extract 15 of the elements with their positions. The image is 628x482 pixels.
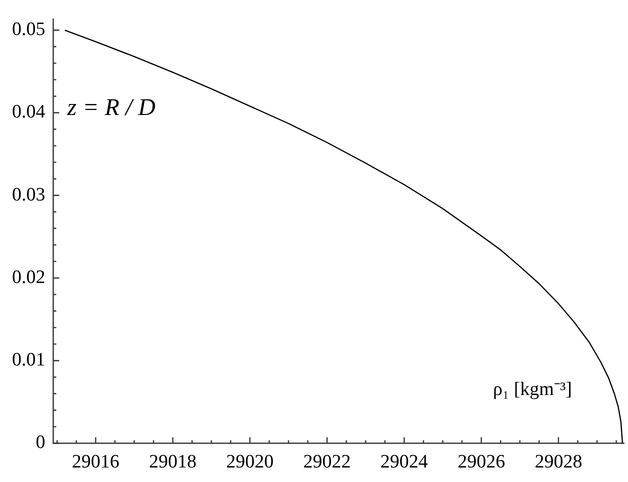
- x-tick-label: 29016: [72, 452, 120, 473]
- y-axis-title: z = R / D: [66, 94, 156, 121]
- y-tick-label: 0.03: [12, 184, 46, 206]
- x-tick-label: 29018: [149, 452, 197, 473]
- y-tick-label: 0.05: [12, 19, 46, 40]
- x-tick-label: 29020: [226, 452, 274, 473]
- y-tick-label: 0.01: [12, 350, 46, 371]
- y-tick-label: 0: [36, 432, 46, 454]
- y-tick-label: 0.04: [12, 102, 46, 123]
- x-tick-label: 29026: [458, 452, 506, 473]
- x-tick-label: 29024: [380, 452, 428, 473]
- x-tick-label: 29028: [534, 452, 582, 473]
- x-tick-label: 29022: [303, 452, 351, 473]
- y-tick-label: 0.02: [12, 266, 46, 288]
- x-axis-title: ρ₁ [kgm⁻³]: [493, 379, 572, 400]
